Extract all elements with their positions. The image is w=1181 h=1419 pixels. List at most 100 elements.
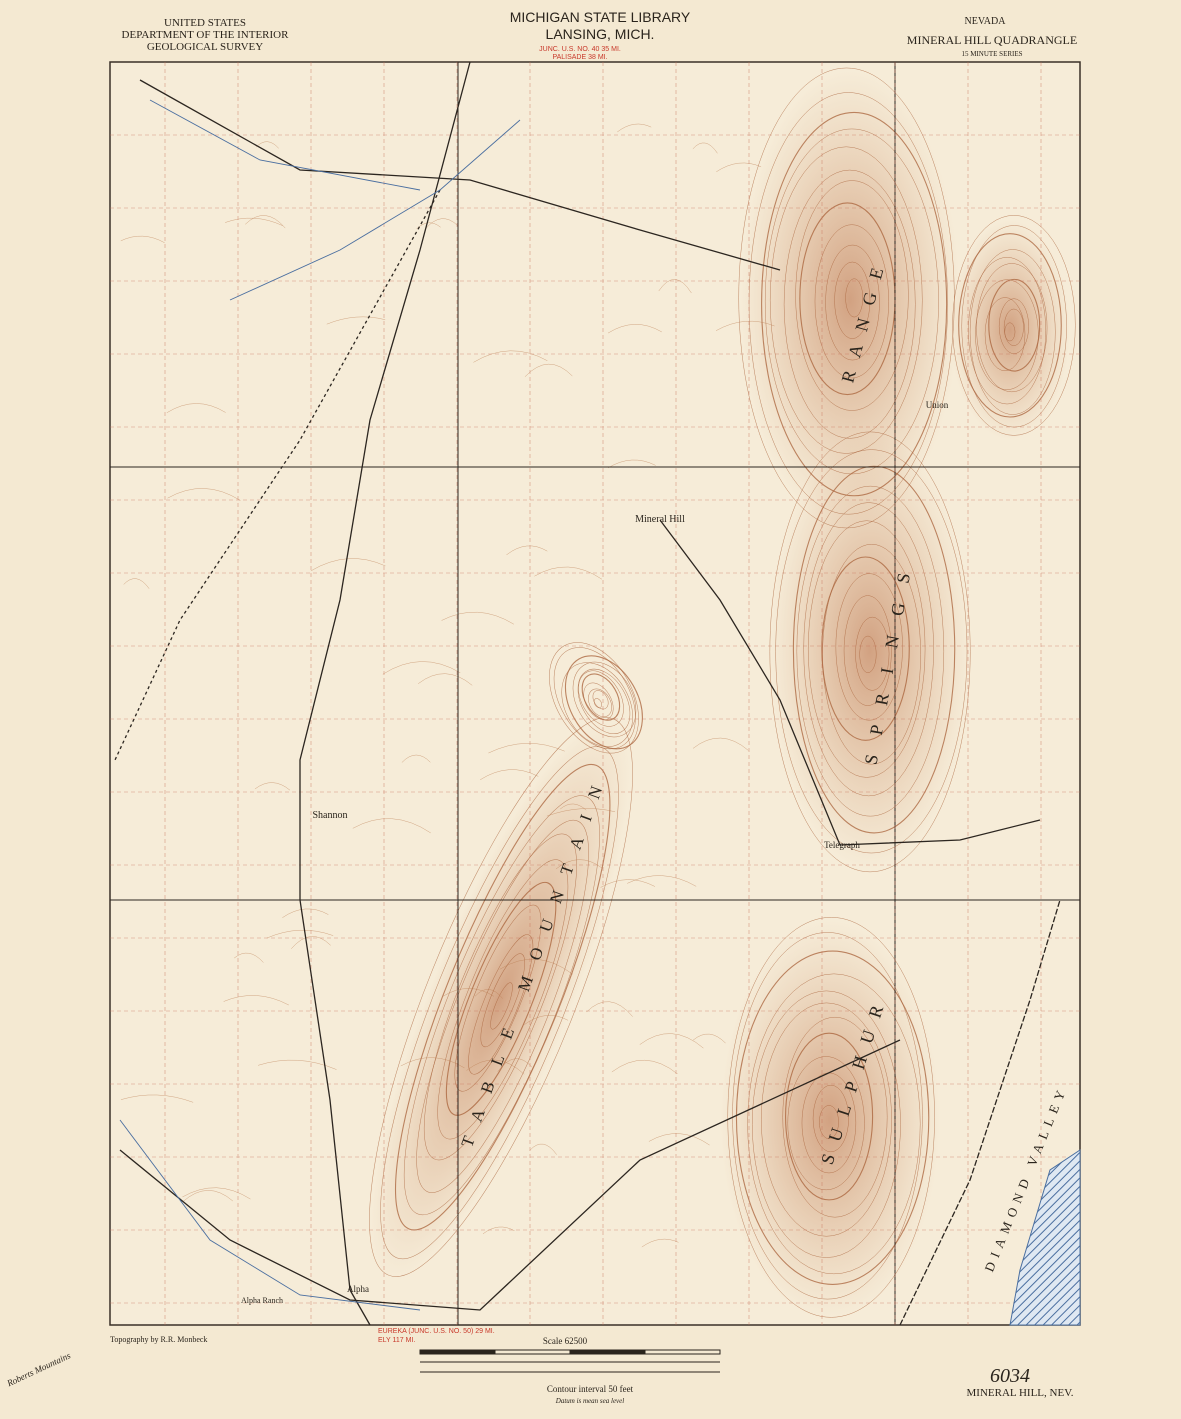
contour [975, 279, 1039, 390]
road [139, 79, 781, 271]
route-sign: JUNC. U.S. NO. 40 35 MI. [539, 46, 621, 53]
place: Mineral Hill [635, 514, 685, 525]
contour [1003, 308, 1024, 346]
contour [607, 459, 656, 469]
contour [588, 688, 612, 718]
contour [783, 169, 916, 439]
contour [497, 1058, 533, 1072]
contour [732, 932, 923, 1300]
mountain-shade [740, 70, 960, 530]
contour [586, 1001, 633, 1017]
contour [529, 1143, 557, 1155]
railroad [899, 899, 1061, 1326]
contour [761, 111, 948, 497]
road [299, 61, 471, 1326]
contour [577, 668, 631, 734]
scale-bar [419, 1349, 721, 1373]
contour [490, 982, 513, 1030]
datum: Datum is mean sea level [555, 1397, 624, 1405]
contour [255, 141, 279, 149]
contour [466, 1059, 525, 1075]
contour [546, 808, 616, 817]
contour [976, 263, 1048, 393]
contour [787, 1056, 865, 1191]
quadrangle: MINERAL HILL QUADRANGLE [907, 33, 1077, 47]
place: Union [926, 400, 949, 410]
streams [119, 99, 521, 1311]
contour [648, 1133, 710, 1146]
contour [418, 673, 473, 686]
contour [425, 218, 459, 230]
lake [1009, 1149, 1081, 1326]
contour [423, 833, 577, 1161]
contour [445, 881, 557, 1116]
contour [819, 1105, 839, 1139]
contour [792, 465, 956, 834]
contour [482, 1226, 515, 1235]
contour [581, 673, 621, 721]
contour [855, 616, 890, 691]
contour [607, 324, 662, 334]
contour [266, 929, 334, 939]
stream [229, 119, 521, 301]
contour [182, 1190, 234, 1202]
contour [958, 233, 1062, 418]
contour [506, 545, 548, 556]
contour [658, 279, 692, 294]
mountain-shade [370, 720, 630, 1280]
contour [120, 235, 165, 243]
contour [988, 278, 1041, 372]
sheet-number: 6034 [990, 1365, 1030, 1387]
contour [488, 743, 565, 754]
contour [593, 698, 602, 708]
contour [715, 320, 775, 331]
contour [480, 769, 539, 781]
section-grid [110, 62, 1080, 1325]
route-sign: EUREKA (JUNC. U.S. NO. 50) 29 MI. [378, 1328, 495, 1335]
contour [727, 917, 935, 1318]
contour [182, 1187, 251, 1200]
scale: Scale 62500 [543, 1336, 588, 1346]
contour [807, 520, 926, 778]
contour [326, 316, 386, 325]
road [659, 519, 1041, 846]
stream [119, 1119, 421, 1311]
contour [441, 611, 514, 625]
stamp: MICHIGAN STATE LIBRARY [510, 9, 691, 25]
contour [499, 958, 573, 975]
mountain-shade [770, 430, 970, 870]
contour [473, 350, 548, 363]
contour [821, 556, 910, 741]
sheet-name: MINERAL HILL, NEV. [967, 1387, 1074, 1399]
contour [785, 1032, 874, 1201]
route-sign: ELY 117 MI. [378, 1337, 415, 1344]
contour [600, 879, 656, 888]
contour [223, 995, 289, 1006]
contour [258, 1059, 337, 1070]
contour [524, 363, 573, 377]
contour [795, 180, 909, 411]
contour [617, 123, 652, 133]
contour [814, 224, 889, 379]
contour [120, 1094, 194, 1103]
contour [611, 1059, 678, 1075]
scale-bar-segment [569, 1349, 646, 1355]
road [119, 1039, 901, 1311]
contour [403, 795, 600, 1216]
contour [245, 215, 286, 229]
contour [524, 1015, 569, 1025]
contour [400, 1057, 465, 1069]
contour [310, 558, 386, 572]
contour [578, 670, 624, 727]
contour [812, 1084, 849, 1153]
agency: DEPARTMENT OF THE INTERIOR [122, 29, 290, 41]
route-sign: PALISADE 38 MI. [552, 54, 607, 61]
contour [692, 737, 749, 751]
place: Shannon [313, 810, 348, 821]
contour [747, 973, 921, 1275]
credit: Topography by R.R. Monbeck [110, 1335, 207, 1344]
contour [769, 146, 923, 454]
contour [553, 647, 636, 750]
contour [233, 952, 264, 963]
